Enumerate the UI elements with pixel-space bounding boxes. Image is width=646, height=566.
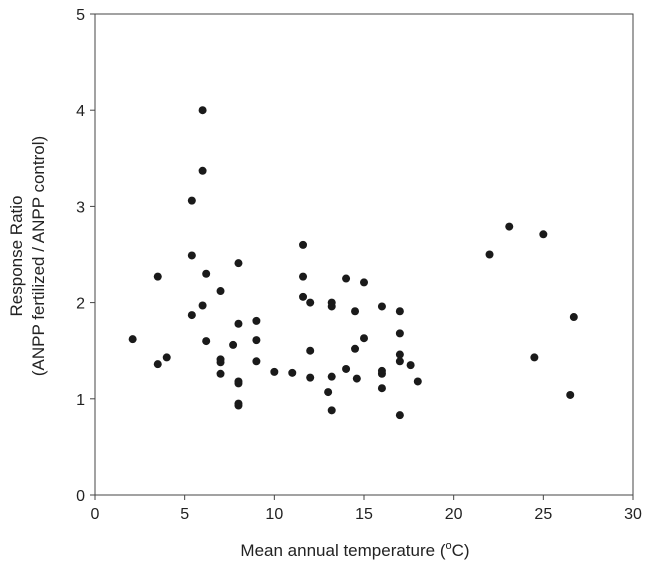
x-tick-label: 10 <box>265 506 283 523</box>
data-point <box>351 307 360 316</box>
data-point <box>360 334 368 343</box>
data-point <box>252 336 261 345</box>
data-point <box>229 340 238 349</box>
data-point <box>377 384 386 393</box>
data-point <box>485 250 494 259</box>
data-point <box>234 401 243 410</box>
data-point <box>406 361 415 370</box>
y-tick-label: 1 <box>76 392 85 409</box>
data-point <box>202 269 211 278</box>
data-point <box>395 357 404 366</box>
data-point <box>342 364 351 373</box>
data-point <box>202 337 211 346</box>
data-point <box>566 390 575 399</box>
data-point <box>539 230 548 239</box>
data-point <box>306 346 315 355</box>
data-point <box>299 292 308 301</box>
data-point <box>395 350 404 359</box>
data-point <box>198 301 207 310</box>
data-point <box>413 377 422 386</box>
data-point <box>198 106 207 115</box>
x-tick-label: 15 <box>355 506 373 523</box>
data-point <box>395 307 404 316</box>
data-point <box>395 411 404 420</box>
y-axis-title-line1: Response Ratio <box>7 196 26 317</box>
data-point <box>216 358 225 367</box>
data-point <box>288 368 297 377</box>
data-point <box>505 222 514 231</box>
y-tick-label: 2 <box>76 296 85 313</box>
data-point <box>234 259 243 268</box>
data-point <box>377 302 386 311</box>
x-axis-title: Mean annual temperature (oC) <box>240 540 469 560</box>
x-axis: 0 5 10 15 20 25 30 <box>91 495 642 523</box>
y-tick-label: 4 <box>76 103 85 120</box>
plot-frame <box>94 13 634 496</box>
x-tick-label: 20 <box>445 506 463 523</box>
data-point <box>270 367 279 376</box>
data-point <box>360 278 368 287</box>
data-point <box>128 335 137 344</box>
data-point <box>569 313 578 322</box>
data-point <box>327 302 336 311</box>
data-point <box>327 372 336 381</box>
data-point <box>299 240 308 249</box>
data-point <box>153 360 162 369</box>
data-point <box>187 196 196 205</box>
data-point <box>530 353 539 362</box>
data-point <box>306 298 315 307</box>
data-point <box>153 272 162 281</box>
data-point <box>252 357 261 366</box>
data-point <box>324 388 333 397</box>
data-point <box>187 311 196 320</box>
data-point <box>377 369 386 378</box>
y-tick-label: 0 <box>76 488 85 505</box>
data-point <box>352 374 361 383</box>
data-point <box>351 344 360 353</box>
data-point <box>327 406 336 415</box>
y-axis: 0 1 2 3 4 5 <box>76 7 95 505</box>
y-tick-label: 5 <box>76 7 85 24</box>
data-point <box>299 272 308 281</box>
data-point <box>252 316 261 325</box>
data-point <box>216 369 225 378</box>
data-point <box>306 373 315 382</box>
data-point <box>187 251 196 260</box>
data-point <box>216 287 225 296</box>
data-point <box>395 329 404 338</box>
x-tick-label: 25 <box>534 506 552 523</box>
y-tick-label: 3 <box>76 199 85 216</box>
y-axis-title-line2: (ANPP fertilized / ANPP control) <box>29 136 48 376</box>
data-point <box>162 353 171 362</box>
data-point <box>342 274 351 283</box>
data-points <box>128 106 578 420</box>
x-tick-label: 5 <box>180 506 189 523</box>
x-tick-label: 30 <box>624 506 642 523</box>
data-point <box>234 379 243 388</box>
x-tick-label: 0 <box>91 506 100 523</box>
data-point <box>234 319 243 328</box>
data-point <box>198 166 207 175</box>
